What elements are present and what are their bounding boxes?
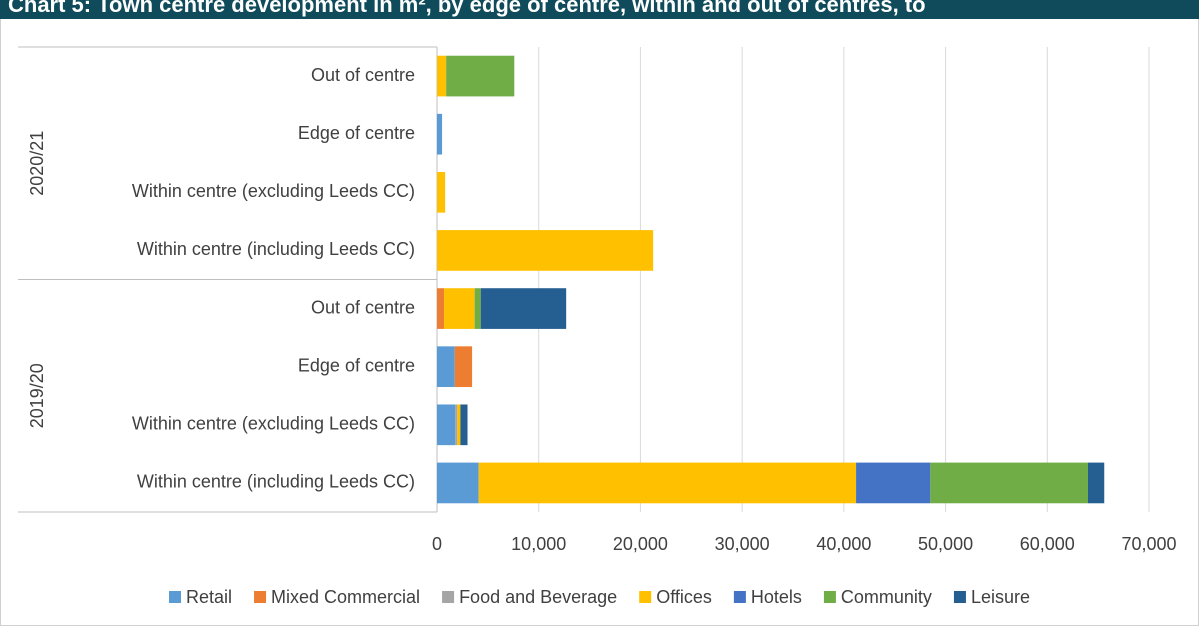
legend-swatch (953, 591, 966, 603)
bar (478, 462, 857, 504)
bar (460, 404, 468, 446)
bar (930, 462, 1088, 504)
legend-swatch (823, 591, 836, 603)
legend-swatch (169, 591, 182, 603)
bar (437, 113, 443, 155)
group-label: 2019/20 (27, 363, 47, 428)
bar (480, 288, 567, 329)
legend-swatch (639, 591, 652, 603)
y-tick-label: Within centre (including Leeds CC) (137, 472, 415, 492)
chart-title: Chart 5: Town centre development in m², … (8, 0, 926, 17)
legend-label: Retail (186, 587, 232, 607)
bar (856, 462, 931, 504)
bar (437, 462, 479, 504)
x-tick-label: 40,000 (816, 534, 871, 554)
bar (437, 171, 446, 213)
legend-swatch (254, 591, 267, 603)
bar (437, 55, 447, 97)
bar (437, 346, 455, 388)
y-tick-label: Within centre (excluding Leeds CC) (132, 414, 415, 434)
y-tick-label: Edge of centre (298, 123, 415, 143)
bar (457, 404, 461, 446)
y-tick-label: Out of centre (311, 297, 415, 317)
bar (437, 230, 654, 271)
group-label: 2020/21 (27, 131, 47, 196)
legend-swatch (733, 591, 746, 603)
bar (446, 55, 515, 97)
x-tick-label: 30,000 (715, 534, 770, 554)
legend-label: Offices (656, 587, 712, 607)
legend-label: Food and Beverage (459, 587, 617, 607)
bar (454, 346, 473, 388)
bar (437, 288, 445, 329)
title-bar (0, 0, 1199, 19)
legend-label: Leisure (971, 587, 1030, 607)
y-tick-label: Edge of centre (298, 355, 415, 375)
bar (455, 404, 458, 446)
y-tick-label: Out of centre (311, 65, 415, 85)
x-tick-label: 20,000 (613, 534, 668, 554)
x-tick-label: 10,000 (511, 534, 566, 554)
legend-swatch (442, 591, 455, 603)
y-tick-label: Within centre (excluding Leeds CC) (132, 181, 415, 201)
x-tick-label: 60,000 (1020, 534, 1075, 554)
x-tick-label: 70,000 (1121, 534, 1176, 554)
x-tick-label: 50,000 (918, 534, 973, 554)
legend-label: Community (841, 587, 932, 607)
x-tick-label: 0 (432, 534, 442, 554)
legend-label: Hotels (751, 587, 802, 607)
bar (1087, 462, 1105, 504)
y-tick-label: Within centre (including Leeds CC) (137, 239, 415, 259)
bar (437, 404, 456, 446)
bar (444, 288, 475, 329)
legend-label: Mixed Commercial (271, 587, 420, 607)
bar (474, 288, 481, 329)
